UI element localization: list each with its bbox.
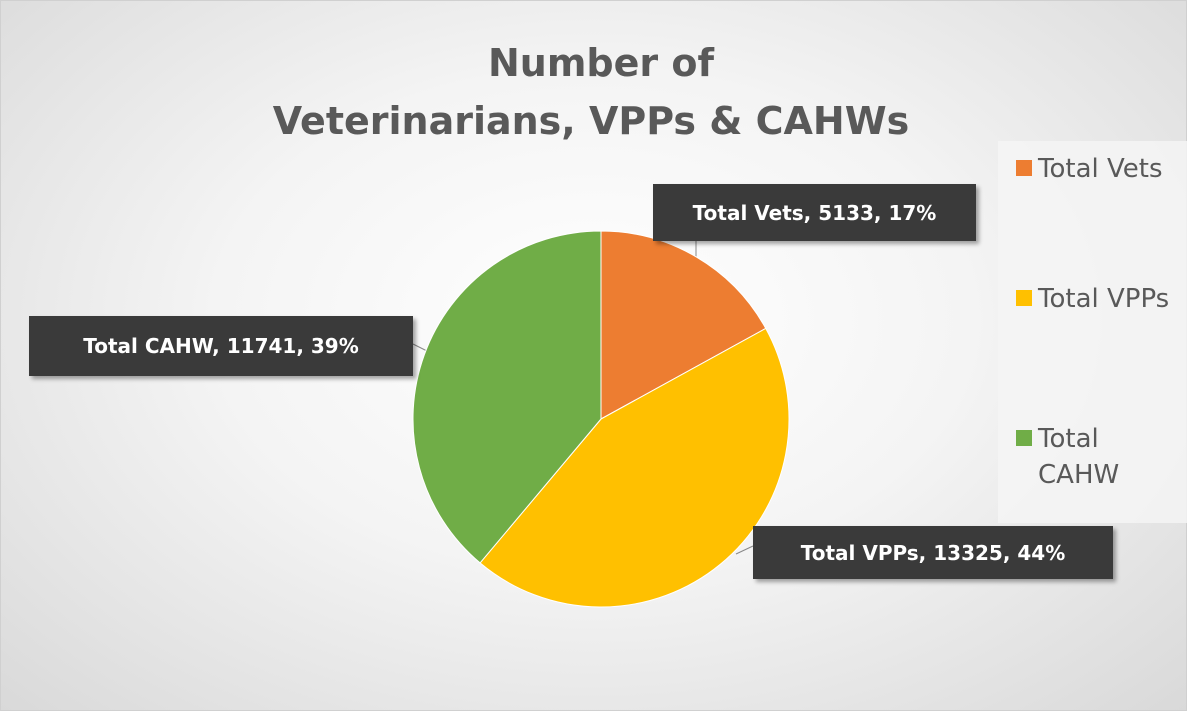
legend-swatch — [1016, 290, 1032, 306]
legend-item: Total Vets — [1016, 151, 1178, 187]
legend-label: Total VPPs — [1038, 284, 1170, 314]
legend-swatch — [1016, 430, 1032, 446]
leader-line — [735, 545, 754, 555]
data-label: Total CAHW, 11741, 39% — [29, 316, 413, 376]
legend: Total Vets Total VPPs Total CAHW — [998, 141, 1187, 523]
legend-label: Total Vets — [1038, 154, 1163, 184]
chart-title: Veterinarians, VPPs & CAHWs — [272, 99, 910, 143]
data-label: Total VPPs, 13325, 44% — [753, 526, 1113, 579]
legend-label: Total CAHW — [1038, 424, 1120, 490]
data-label: Total Vets, 5133, 17% — [653, 184, 976, 241]
legend-item: Total CAHW — [1016, 421, 1178, 493]
pie-slice — [479, 327, 790, 608]
pie-slice — [412, 230, 602, 564]
chart-title: Number of — [487, 41, 715, 85]
legend-item: Total VPPs — [1016, 281, 1178, 317]
leader-line — [412, 343, 428, 352]
pie-slice — [600, 230, 767, 420]
legend-swatch — [1016, 160, 1032, 176]
